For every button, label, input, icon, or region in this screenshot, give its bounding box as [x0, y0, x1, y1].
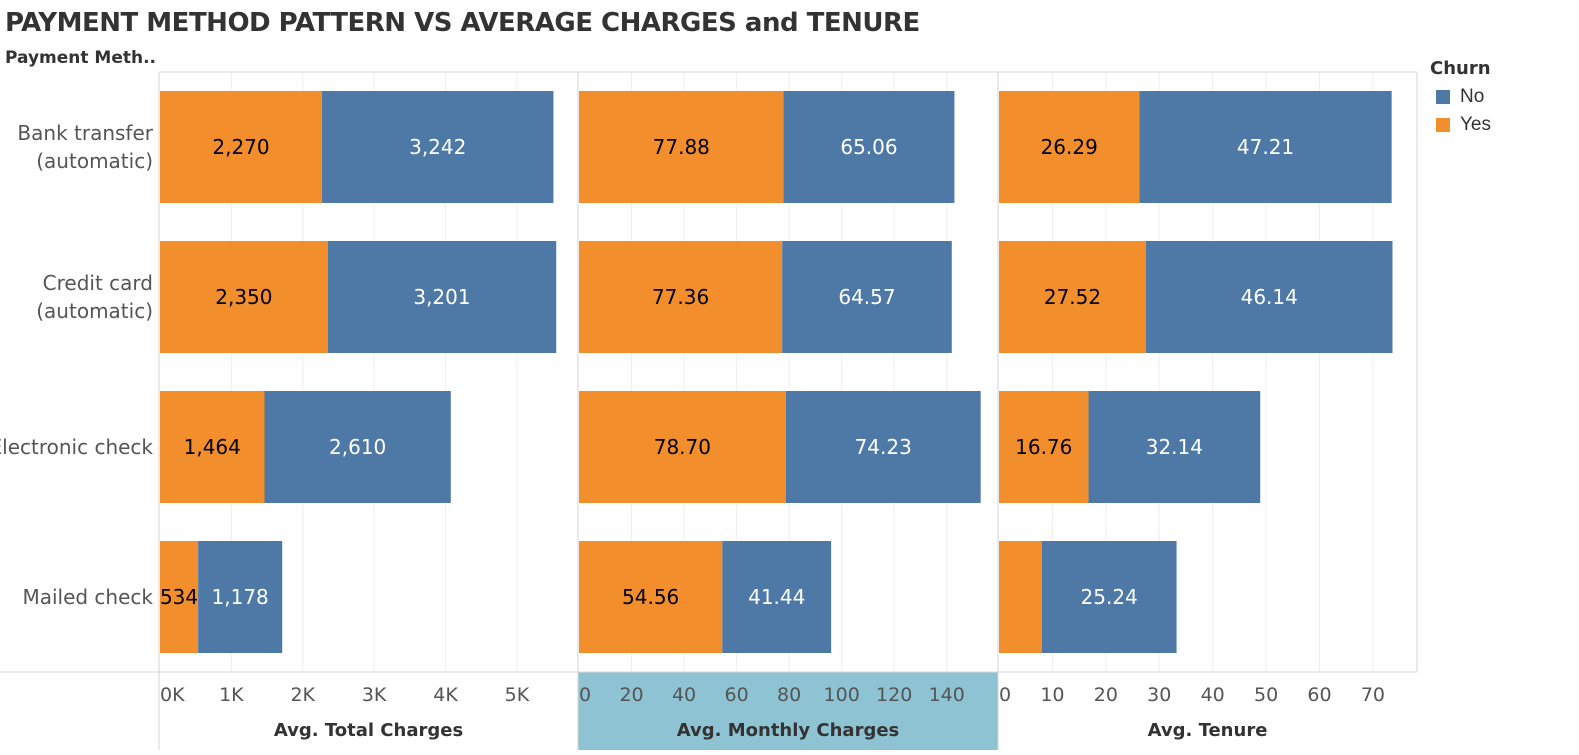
bar-no-p2-r2	[1088, 391, 1261, 503]
row-header: Payment Meth..	[5, 48, 157, 68]
bar-yes-p2-r2	[999, 391, 1089, 503]
bar-yes-p1-r1	[579, 241, 783, 353]
tick-label: 100	[824, 684, 860, 706]
legend-swatch-no	[1436, 90, 1450, 104]
data-label: 16.76	[1015, 435, 1072, 459]
data-label: 74.23	[855, 435, 912, 459]
tick-label: 80	[777, 684, 801, 706]
bar-no-p1-r3	[722, 541, 832, 653]
bar-no-p0-r1	[327, 241, 557, 353]
legend-item-yes[interactable]: Yes	[1430, 111, 1570, 139]
tick-label: 70	[1361, 684, 1385, 706]
data-label: 47.21	[1237, 135, 1294, 159]
bar-yes-p2-r0	[999, 91, 1140, 203]
data-label: 2,350	[215, 285, 272, 309]
legend-swatch-yes	[1436, 118, 1450, 132]
tick-label: 3K	[362, 684, 387, 706]
bar-yes-p1-r3	[579, 541, 723, 653]
tick-label: 60	[725, 684, 749, 706]
tick-label: 120	[876, 684, 912, 706]
bar-no-p1-r0	[783, 91, 955, 203]
data-label: 77.88	[653, 135, 710, 159]
legend-title: Churn	[1430, 58, 1491, 79]
axis-title: Avg. Monthly Charges	[677, 720, 900, 741]
data-label: 25.24	[1081, 585, 1138, 609]
legend-label-no: No	[1460, 86, 1485, 107]
tick-label: 50	[1254, 684, 1278, 706]
bar-no-p2-r0	[1139, 91, 1392, 203]
tick-label: 5K	[505, 684, 530, 706]
bar-no-p0-r2	[264, 391, 451, 503]
tick-label: 20	[619, 684, 643, 706]
data-label: 65.06	[840, 135, 897, 159]
bar-no-p0-r0	[322, 91, 554, 203]
tick-label: 0	[999, 684, 1011, 706]
data-label: 78.70	[654, 435, 711, 459]
legend: Churn No Yes	[1430, 58, 1570, 139]
data-label: 26.29	[1041, 135, 1098, 159]
data-label: 32.14	[1146, 435, 1203, 459]
legend-label-yes: Yes	[1460, 114, 1491, 135]
data-label: 64.57	[838, 285, 895, 309]
bar-yes-p0-r0	[160, 91, 323, 203]
tick-label: 4K	[433, 684, 458, 706]
data-label: 1,178	[212, 585, 269, 609]
bar-no-p0-r3	[198, 541, 283, 653]
data-label: 3,242	[409, 135, 466, 159]
bar-no-p2-r3	[1041, 541, 1177, 653]
axis-title: Avg. Total Charges	[274, 720, 463, 741]
bar-yes-p0-r2	[160, 391, 265, 503]
data-label: 54.56	[622, 585, 679, 609]
bar-no-p1-r1	[782, 241, 952, 353]
tick-label: 0K	[160, 684, 185, 706]
bar-no-p2-r1	[1146, 241, 1393, 353]
tick-label: 10	[1040, 684, 1064, 706]
bar-yes-p2-r1	[999, 241, 1147, 353]
tick-label: 140	[929, 684, 965, 706]
bar-yes-p1-r0	[579, 91, 784, 203]
tick-label: 30	[1147, 684, 1171, 706]
tick-label: 40	[1201, 684, 1225, 706]
data-label: 46.14	[1241, 285, 1298, 309]
tick-label: 1K	[219, 684, 244, 706]
category-label: Bank transfer	[17, 121, 153, 145]
data-label: 41.44	[748, 585, 805, 609]
category-label: (automatic)	[36, 149, 153, 173]
bar-yes-p1-r2	[579, 391, 786, 503]
tick-label: 40	[672, 684, 696, 706]
axis-title: Avg. Tenure	[1148, 720, 1268, 741]
tick-label: 2K	[290, 684, 315, 706]
data-label: 2,610	[329, 435, 386, 459]
data-label: 2,270	[212, 135, 269, 159]
chart-title: PAYMENT METHOD PATTERN VS AVERAGE CHARGE…	[5, 8, 920, 38]
data-label: 77.36	[652, 285, 709, 309]
bar-yes-p2-r3	[999, 541, 1042, 653]
data-label: 1,464	[184, 435, 241, 459]
legend-item-no[interactable]: No	[1430, 83, 1570, 111]
bar-no-p1-r2	[785, 391, 981, 503]
data-label: 3,201	[413, 285, 470, 309]
category-label: (automatic)	[36, 299, 153, 323]
category-label: Electronic check	[0, 435, 153, 459]
tick-label: 0	[579, 684, 591, 706]
tick-label: 60	[1307, 684, 1331, 706]
data-label: 534	[160, 585, 198, 609]
axis-highlight-1	[578, 672, 998, 750]
data-label: 27.52	[1044, 285, 1101, 309]
category-label: Mailed check	[22, 585, 153, 609]
bar-yes-p0-r3	[160, 541, 199, 653]
bar-yes-p0-r1	[160, 241, 328, 353]
tick-label: 20	[1094, 684, 1118, 706]
category-label: Credit card	[43, 271, 153, 295]
